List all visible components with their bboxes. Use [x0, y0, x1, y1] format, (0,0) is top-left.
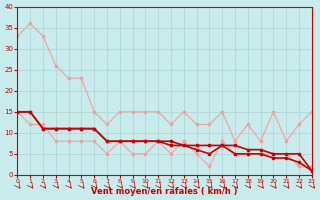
X-axis label: Vent moyen/en rafales ( km/h ): Vent moyen/en rafales ( km/h )	[91, 187, 238, 196]
